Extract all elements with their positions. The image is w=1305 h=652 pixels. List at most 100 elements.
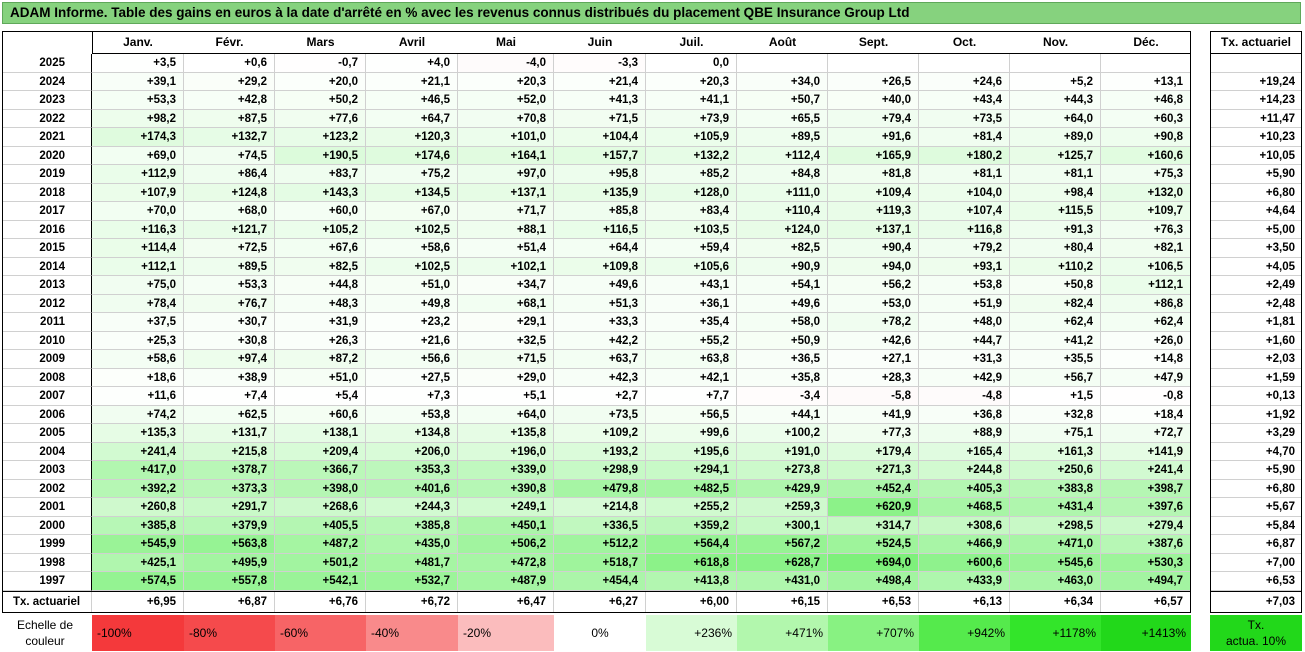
table-cell: +557,8 — [184, 572, 275, 591]
actuarial-cell: +19,24 — [1210, 73, 1302, 91]
table-cell: +353,3 — [366, 461, 458, 480]
table-cell: +35,8 — [737, 368, 828, 387]
table-cell: -0,8 — [1101, 387, 1191, 406]
actuarial-cell: +5,00 — [1210, 221, 1302, 239]
table-cell: +413,8 — [646, 572, 737, 591]
table-cell: +76,7 — [184, 294, 275, 313]
table-cell: +134,8 — [366, 424, 458, 443]
footer-cell: +6,53 — [828, 591, 919, 613]
footer-cell: +6,34 — [1010, 591, 1101, 613]
table-cell: +81,8 — [828, 165, 919, 184]
table-cell: +53,0 — [828, 294, 919, 313]
table-cell: +58,6 — [92, 350, 184, 369]
table-cell: +379,9 — [184, 516, 275, 535]
table-cell: +29,0 — [458, 368, 554, 387]
table-cell: +77,3 — [828, 424, 919, 443]
table-cell: +50,8 — [1010, 276, 1101, 295]
actuarial-cell: +11,47 — [1210, 110, 1302, 128]
table-cell: -5,8 — [828, 387, 919, 406]
table-cell: +109,7 — [1101, 202, 1191, 221]
table-cell: +55,2 — [646, 331, 737, 350]
table-cell: +339,0 — [458, 461, 554, 480]
table-cell: -0,7 — [275, 54, 366, 73]
scale-rate-swatch: Tx. actua. 10% — [1210, 615, 1302, 651]
table-cell: +109,4 — [828, 183, 919, 202]
year-label: 2012 — [2, 294, 92, 313]
table-cell: +35,4 — [646, 313, 737, 332]
year-label: 2005 — [2, 424, 92, 443]
table-cell: +279,4 — [1101, 516, 1191, 535]
year-label: 2009 — [2, 350, 92, 369]
table-cell: +52,0 — [458, 91, 554, 110]
month-header: Oct. — [952, 35, 977, 49]
table-cell: +433,9 — [919, 572, 1010, 591]
footer-cell: +6,95 — [92, 591, 184, 613]
table-cell: +405,3 — [919, 479, 1010, 498]
month-header: Févr. — [215, 35, 244, 49]
table-cell: +487,2 — [275, 535, 366, 554]
table-cell: +471,0 — [1010, 535, 1101, 554]
table-cell: +75,0 — [92, 276, 184, 295]
table-cell: +132,2 — [646, 146, 737, 165]
year-label: 2021 — [2, 128, 92, 147]
table-cell: +82,5 — [737, 239, 828, 258]
table-cell: +38,9 — [184, 368, 275, 387]
table-cell: +35,5 — [1010, 350, 1101, 369]
table-cell: +44,3 — [1010, 91, 1101, 110]
month-header: Mai — [495, 35, 516, 49]
table-cell: +165,9 — [828, 146, 919, 165]
footer-cell: +6,27 — [554, 591, 646, 613]
table-cell: +49,8 — [366, 294, 458, 313]
table-cell: +32,8 — [1010, 405, 1101, 424]
table-cell: +109,2 — [554, 424, 646, 443]
month-header: Déc. — [1133, 35, 1159, 49]
table-cell: +13,1 — [1101, 72, 1191, 91]
table-cell: +90,9 — [737, 257, 828, 276]
table-cell: +64,7 — [366, 109, 458, 128]
table-cell: +241,4 — [92, 442, 184, 461]
table-cell: +60,0 — [275, 202, 366, 221]
table-cell: +106,5 — [1101, 257, 1191, 276]
table-cell: +429,9 — [737, 479, 828, 498]
color-scale-step: -20% — [458, 615, 554, 651]
table-cell: +7,7 — [646, 387, 737, 406]
table-cell: +63,7 — [554, 350, 646, 369]
table-cell: -4,8 — [919, 387, 1010, 406]
table-cell: +107,4 — [919, 202, 1010, 221]
table-cell: +27,1 — [828, 350, 919, 369]
table-cell: +90,8 — [1101, 128, 1191, 147]
color-scale-step: +1178% — [1010, 615, 1101, 651]
actuarial-cell: +3,29 — [1210, 424, 1302, 443]
table-cell: +195,6 — [646, 442, 737, 461]
table-cell: +23,2 — [366, 313, 458, 332]
table-cell: +42,9 — [919, 368, 1010, 387]
table-cell: +214,8 — [554, 498, 646, 517]
table-cell: +131,7 — [184, 424, 275, 443]
year-label: 2019 — [2, 165, 92, 184]
table-cell: +20,3 — [646, 72, 737, 91]
table-cell: +132,7 — [184, 128, 275, 147]
footer-cell: +6,76 — [275, 591, 366, 613]
actuarial-cell: +6,80 — [1210, 184, 1302, 202]
table-cell: +53,8 — [919, 276, 1010, 295]
table-cell: +51,0 — [366, 276, 458, 295]
table-cell: +209,4 — [275, 442, 366, 461]
table-cell: +46,5 — [366, 91, 458, 110]
table-cell: +60,3 — [1101, 109, 1191, 128]
table-cell: +73,5 — [919, 109, 1010, 128]
actuarial-cell: +7,00 — [1210, 554, 1302, 572]
actuarial-cell — [1210, 54, 1302, 73]
scale-label-line2: couleur — [25, 634, 65, 648]
table-cell: +392,2 — [92, 479, 184, 498]
table-cell: +56,5 — [646, 405, 737, 424]
table-cell: +119,3 — [828, 202, 919, 221]
table-cell: +53,3 — [184, 276, 275, 295]
table-cell: +98,4 — [1010, 183, 1101, 202]
actuarial-cell: +6,53 — [1210, 572, 1302, 591]
year-label: 2001 — [2, 498, 92, 517]
table-cell: +49,6 — [737, 294, 828, 313]
actuarial-cell: +10,05 — [1210, 147, 1302, 165]
table-cell: +128,0 — [646, 183, 737, 202]
table-cell: +101,0 — [458, 128, 554, 147]
table-cell: +83,4 — [646, 202, 737, 221]
